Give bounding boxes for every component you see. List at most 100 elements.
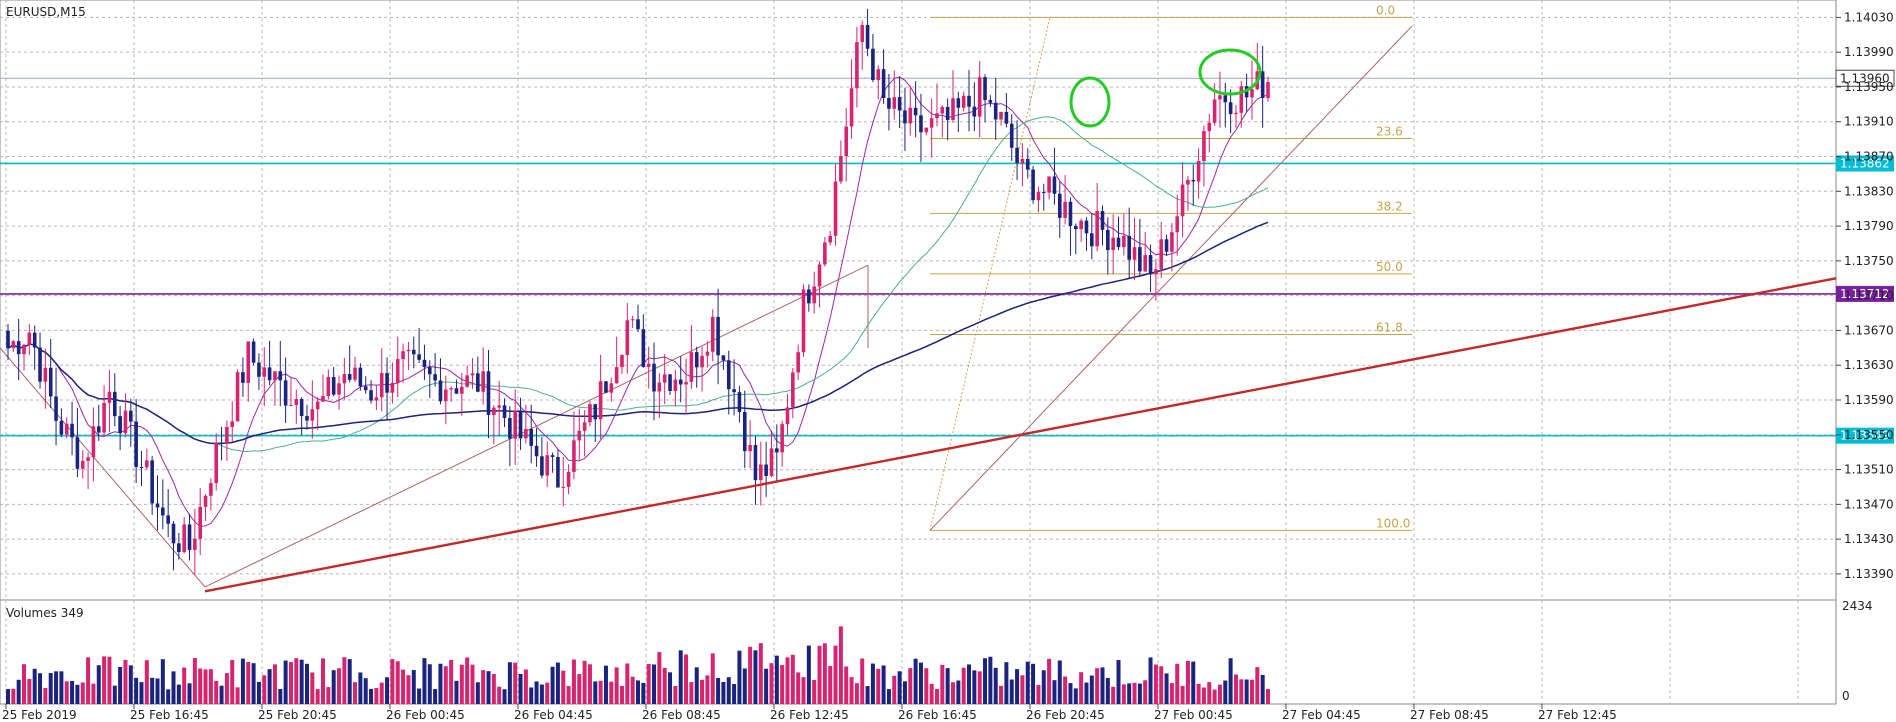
volume-bar-181	[972, 670, 977, 704]
candle-body-218	[1170, 232, 1174, 252]
volume-bar-99	[534, 681, 539, 704]
candle-body-12	[70, 423, 74, 438]
candle-body-210	[1127, 235, 1131, 260]
candle-body-93	[502, 405, 507, 418]
volume-bar-200	[1073, 688, 1078, 704]
candle-body-68	[369, 390, 373, 401]
candle-body-175	[940, 106, 945, 114]
candle-body-155	[833, 181, 838, 236]
volume-bar-217	[1164, 673, 1169, 704]
volume-bar-22	[123, 659, 128, 704]
candle-body-198	[1063, 201, 1067, 218]
volume-bar-29	[160, 659, 165, 704]
volume-bar-229	[1228, 658, 1233, 704]
candle-body-71	[385, 373, 389, 393]
candle-body-108	[582, 422, 587, 431]
candle-body-39	[214, 442, 219, 484]
candle-body-84	[454, 388, 459, 394]
candle-body-203	[1090, 233, 1094, 247]
candle-body-90	[486, 371, 491, 415]
time-tick-label-0: 25 Feb 2019	[2, 708, 77, 722]
candle-body-29	[161, 507, 165, 516]
highlight-ellipse-1	[1069, 76, 1111, 128]
candle-body-236	[1266, 81, 1270, 99]
price-tick-label-11: 1.13590	[1844, 393, 1894, 407]
candle-body-3	[22, 344, 26, 355]
candle-body-201	[1079, 220, 1083, 230]
candle-body-160	[860, 24, 865, 43]
candle-body-135	[726, 360, 731, 390]
candle-body-49	[267, 367, 272, 381]
candle-body-138	[742, 412, 747, 452]
volume-bar-5	[32, 668, 37, 704]
volume-bar-47	[256, 681, 261, 704]
volume-bar-17	[96, 665, 101, 704]
candle-body-22	[123, 410, 128, 434]
candle-body-158	[849, 88, 854, 127]
candle-body-165	[887, 98, 891, 109]
volume-bar-53	[288, 662, 293, 704]
candle-body-192	[1031, 169, 1035, 201]
volume-bar-107	[577, 674, 582, 704]
volume-bar-209	[1121, 684, 1126, 704]
candle-body-56	[305, 416, 309, 421]
volume-bar-54	[294, 658, 299, 704]
volume-bar-128	[689, 682, 694, 704]
volume-bar-219	[1175, 663, 1180, 704]
horizontal-levels[interactable]: 1.13862 1.13712 1.13549 1.13960	[0, 69, 1895, 444]
time-tick-label-3: 26 Feb 00:45	[386, 708, 465, 722]
volume-bar-71	[385, 677, 390, 704]
candle-body-207	[1111, 237, 1115, 251]
volume-bar-180	[967, 664, 972, 704]
volume-bar-93	[502, 689, 507, 704]
volume-bar-56	[304, 663, 309, 704]
volume-bar-165	[886, 689, 891, 704]
candle-body-28	[155, 503, 160, 508]
volume-bar-149	[801, 677, 806, 704]
channel-line-left[interactable]	[0, 347, 206, 588]
volume-bar-0	[6, 689, 10, 704]
volume-bar-141	[758, 643, 763, 704]
volume-bar-112	[603, 665, 608, 704]
volume-bar-214	[1148, 657, 1153, 704]
volume-bar-171	[918, 662, 923, 704]
trendline[interactable]	[204, 277, 1837, 593]
price-tick-label-8: 1.13710	[1844, 289, 1894, 303]
volume-bar-97	[523, 669, 528, 704]
candle-body-75	[406, 349, 411, 352]
channel-line-upper-2[interactable]	[929, 25, 1413, 531]
volume-bar-225	[1207, 682, 1212, 704]
candle-body-43	[235, 372, 240, 422]
volume-bar-211	[1132, 682, 1137, 704]
candle-body-220	[1180, 184, 1185, 217]
volume-bar-156	[838, 626, 843, 704]
volume-bar-197	[1057, 660, 1062, 704]
candle-body-67	[363, 386, 368, 391]
current-price-badge	[1835, 69, 1895, 87]
volume-bar-63	[342, 657, 347, 704]
volume-bar-164	[881, 665, 886, 704]
level-badge-label-2: 1.13549	[1840, 429, 1890, 443]
candle-body-4	[27, 332, 32, 345]
volume-bar-189	[1015, 669, 1020, 704]
fibonacci-retracement[interactable]: 0.0 23.6 38.2 50.0 61.8 100.0	[929, 3, 1412, 531]
volume-bar-172	[924, 668, 929, 704]
candle-body-166	[892, 97, 897, 109]
rising-trendline[interactable]	[204, 277, 1837, 593]
candle-body-197	[1057, 193, 1062, 218]
time-tick-label-7: 26 Feb 16:45	[898, 708, 977, 722]
volume-bar-46	[251, 663, 256, 704]
candle-body-58	[315, 401, 320, 410]
candle-body-8	[48, 367, 53, 397]
candle-body-13	[75, 437, 80, 469]
volume-bar-125	[673, 686, 678, 704]
volume-bar-91	[491, 673, 496, 704]
candle-body-73	[395, 359, 400, 383]
candle-body-104	[561, 486, 566, 488]
volume-bar-135	[726, 677, 731, 704]
volume-bar-160	[860, 658, 865, 704]
candle-body-208	[1116, 237, 1121, 248]
candle-body-115	[620, 354, 624, 368]
candle-body-126	[678, 379, 683, 385]
